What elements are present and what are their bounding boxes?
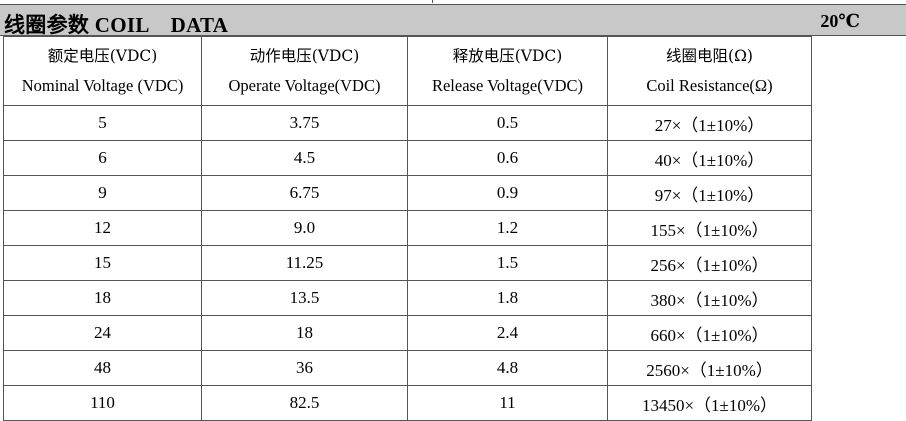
table-header-row: 额定电压(VDC) Nominal Voltage (VDC) 动作电压(VDC… (3, 36, 812, 106)
header-operate-voltage: 动作电压(VDC) Operate Voltage(VDC) (201, 36, 408, 106)
cell-operate-voltage: 18 (201, 315, 408, 351)
cell-nominal-voltage: 9 (3, 175, 202, 211)
title-bar: 线圈参数 COIL DATA 20℃ (0, 4, 906, 37)
table-row: 12 9.0 1.2 155×（1±10%） (3, 210, 812, 246)
header-nominal-voltage: 额定电压(VDC) Nominal Voltage (VDC) (3, 36, 202, 106)
temperature-label: 20℃ (820, 11, 860, 31)
cell-coil-resistance: 97×（1±10%） (607, 175, 812, 211)
cell-operate-voltage: 11.25 (201, 245, 408, 281)
cell-coil-resistance: 27×（1±10%） (607, 105, 812, 141)
cell-release-voltage: 4.8 (407, 350, 608, 386)
table-row: 5 3.75 0.5 27×（1±10%） (3, 105, 812, 141)
cell-nominal-voltage: 15 (3, 245, 202, 281)
cell-operate-voltage: 13.5 (201, 280, 408, 316)
table-row: 110 82.5 11 13450×（1±10%） (3, 385, 812, 421)
cell-release-voltage: 1.5 (407, 245, 608, 281)
cell-nominal-voltage: 48 (3, 350, 202, 386)
header-cn: 额定电压(VDC) (47, 47, 158, 65)
cell-nominal-voltage: 24 (3, 315, 202, 351)
cell-operate-voltage: 9.0 (201, 210, 408, 246)
cell-release-voltage: 0.5 (407, 105, 608, 141)
header-cn: 释放电压(VDC) (452, 47, 563, 65)
cell-release-voltage: 11 (407, 385, 608, 421)
cell-nominal-voltage: 18 (3, 280, 202, 316)
table-row: 24 18 2.4 660×（1±10%） (3, 315, 812, 351)
header-en: Operate Voltage(VDC) (228, 76, 381, 95)
cell-release-voltage: 0.6 (407, 140, 608, 176)
table-row: 18 13.5 1.8 380×（1±10%） (3, 280, 812, 316)
cell-operate-voltage: 82.5 (201, 385, 408, 421)
cell-operate-voltage: 4.5 (201, 140, 408, 176)
cell-nominal-voltage: 110 (3, 385, 202, 421)
cell-coil-resistance: 2560×（1±10%） (607, 350, 812, 386)
header-coil-resistance: 线圈电阻(Ω) Coil Resistance(Ω) (607, 36, 812, 106)
cell-coil-resistance: 40×（1±10%） (607, 140, 812, 176)
page-title: 线圈参数 COIL DATA (4, 13, 229, 37)
cell-release-voltage: 0.9 (407, 175, 608, 211)
header-cn: 线圈电阻(Ω) (666, 47, 753, 65)
cell-release-voltage: 2.4 (407, 315, 608, 351)
cell-coil-resistance: 256×（1±10%） (607, 245, 812, 281)
cell-operate-voltage: 3.75 (201, 105, 408, 141)
cell-coil-resistance: 155×（1±10%） (607, 210, 812, 246)
divider (432, 0, 433, 3)
cell-operate-voltage: 6.75 (201, 175, 408, 211)
cell-operate-voltage: 36 (201, 350, 408, 386)
cell-nominal-voltage: 5 (3, 105, 202, 141)
cell-coil-resistance: 660×（1±10%） (607, 315, 812, 351)
table-row: 48 36 4.8 2560×（1±10%） (3, 350, 812, 386)
coil-data-table: 额定电压(VDC) Nominal Voltage (VDC) 动作电压(VDC… (3, 36, 812, 421)
cell-nominal-voltage: 12 (3, 210, 202, 246)
table-row: 15 11.25 1.5 256×（1±10%） (3, 245, 812, 281)
header-release-voltage: 释放电压(VDC) Release Voltage(VDC) (407, 36, 608, 106)
header-en: Coil Resistance(Ω) (646, 76, 773, 95)
table-row: 9 6.75 0.9 97×（1±10%） (3, 175, 812, 211)
table-row: 6 4.5 0.6 40×（1±10%） (3, 140, 812, 176)
header-cn: 动作电压(VDC) (249, 47, 360, 65)
cell-release-voltage: 1.2 (407, 210, 608, 246)
cell-nominal-voltage: 6 (3, 140, 202, 176)
cell-coil-resistance: 13450×（1±10%） (607, 385, 812, 421)
header-en: Nominal Voltage (VDC) (21, 76, 184, 95)
cell-release-voltage: 1.8 (407, 280, 608, 316)
header-en: Release Voltage(VDC) (431, 76, 584, 95)
cell-coil-resistance: 380×（1±10%） (607, 280, 812, 316)
